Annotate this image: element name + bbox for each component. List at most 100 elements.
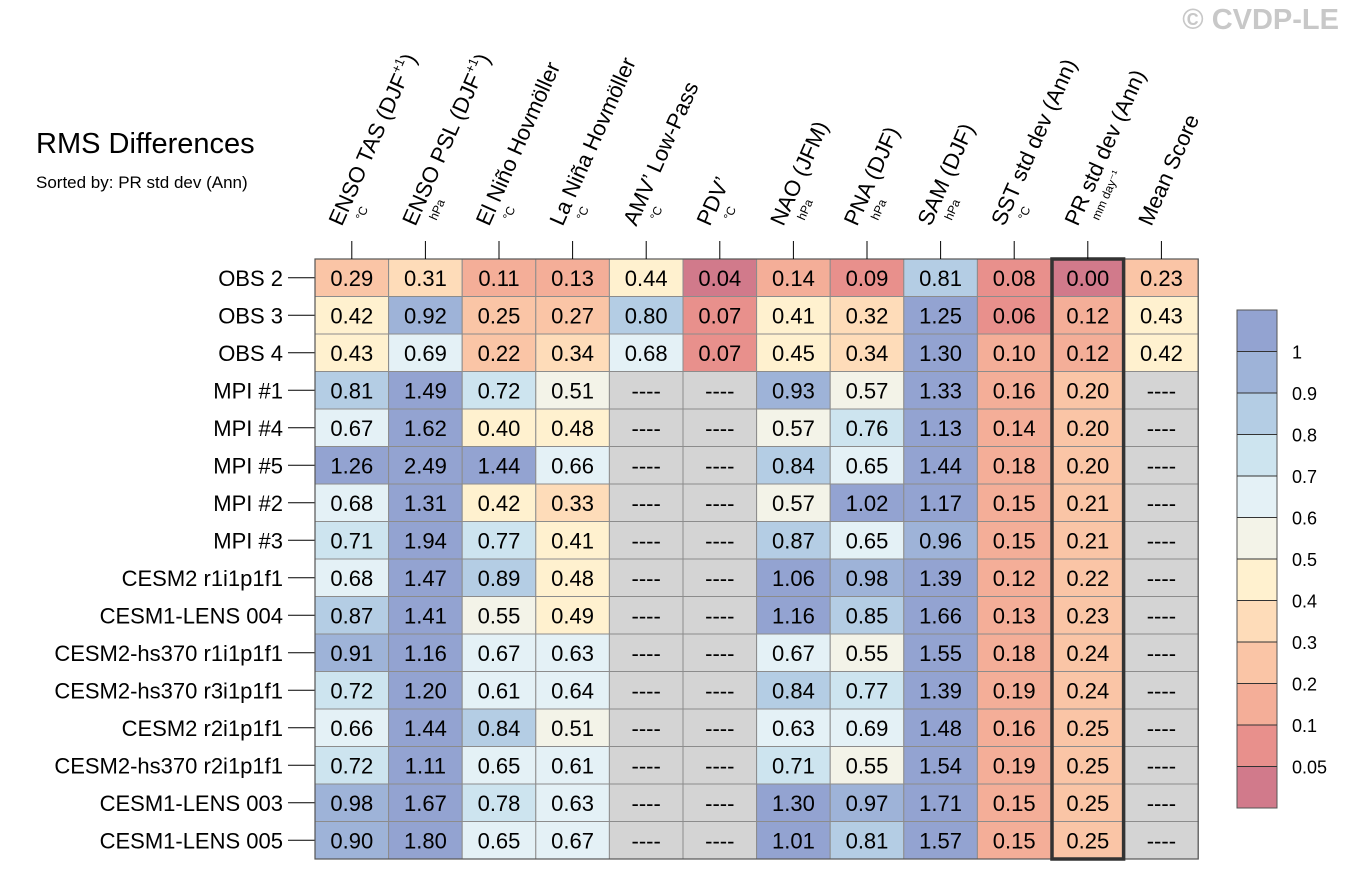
heatmap-cell [829,521,905,560]
row-label: CESM1-LENS 003 [100,791,283,816]
colorbar-segment [1237,351,1277,393]
cell-value: 0.65 [478,753,521,778]
cell-value: 0.14 [772,266,815,291]
heatmap-cell [682,783,758,822]
cell-value: 0.63 [772,716,815,741]
heatmap-cell [608,483,684,522]
heatmap-cell [682,371,758,410]
heatmap-cell [682,558,758,597]
heatmap-cell [388,671,463,710]
heatmap-cell [903,558,978,597]
heatmap-cell [829,333,905,372]
cell-value: 0.24 [1066,678,1109,703]
heatmap-cell [756,333,831,372]
cell-value: 1.44 [478,453,521,478]
cell-value: 0.57 [846,378,889,403]
cell-value: 0.66 [551,453,594,478]
heatmap-cell [682,596,758,635]
heatmap-cell [461,821,537,860]
cell-value: 0.92 [404,303,447,328]
cell-value: ---- [705,378,734,403]
colorbar-segment [1237,725,1277,767]
heatmap-cell [461,558,537,597]
cell-value: 0.08 [993,266,1036,291]
heatmap-cell [756,446,831,485]
cell-value: 1.16 [404,641,447,666]
heatmap-cell [388,371,463,410]
heatmap-cell [682,408,758,447]
cell-value: ---- [705,416,734,441]
cell-value: ---- [632,416,661,441]
heatmap-cell [314,671,390,710]
cell-value: ---- [632,566,661,591]
cell-value: 1.06 [772,566,815,591]
cell-value: 0.42 [1140,341,1183,366]
cell-value: 0.42 [478,491,521,516]
heatmap-cell [388,296,463,335]
heatmap-cell [314,558,390,597]
heatmap-cell [535,371,610,410]
cell-value: 1.49 [404,378,447,403]
cell-value: 0.71 [772,753,815,778]
cell-value: 0.20 [1066,378,1109,403]
heatmap-cell [535,746,610,785]
heatmap-cell [682,333,758,372]
heatmap-cell [388,408,463,447]
cell-value: 0.68 [625,341,668,366]
cell-value: 1.48 [919,716,962,741]
cell-value: 1.30 [919,341,962,366]
colorbar-tick-label: 0.1 [1292,716,1317,736]
heatmap-cell [314,408,390,447]
cell-value: 1.71 [919,791,962,816]
cell-value: 0.55 [846,753,889,778]
column-unit: °C [721,204,739,222]
column-header-label: AMV’ Low-Pass [618,78,704,229]
heatmap-cell [976,333,1052,372]
cell-value: 0.67 [478,641,521,666]
heatmap-cell [388,821,463,860]
cell-value: 0.64 [551,678,594,703]
heatmap-cell [608,446,684,485]
cell-value: 0.98 [846,566,889,591]
cell-value: ---- [632,678,661,703]
cell-value: ---- [1147,678,1176,703]
cell-value: 0.25 [1066,716,1109,741]
cell-value: 1.44 [919,453,962,478]
cell-value: 0.40 [478,416,521,441]
heatmap-cell [976,371,1052,410]
cell-value: 1.44 [404,716,447,741]
heatmap-cell [682,821,758,860]
heatmap-cell [756,746,831,785]
cell-value: 0.41 [772,303,815,328]
cell-value: ---- [632,753,661,778]
heatmap-cell [1124,408,1199,447]
cell-value: 0.63 [551,641,594,666]
heatmap-cell [756,671,831,710]
heatmap-cell [829,296,905,335]
row-label: CESM2-hs370 r3i1p1f1 [54,678,283,703]
cell-value: 2.49 [404,453,447,478]
cell-value: ---- [632,716,661,741]
heatmap-cell [682,483,758,522]
heatmap-cell [314,483,390,522]
cell-value: 0.21 [1066,528,1109,553]
cell-value: 0.00 [1066,266,1109,291]
heatmap-cell [1124,371,1199,410]
heatmap-cell [682,633,758,672]
cell-value: 0.67 [772,641,815,666]
colorbar-tick-label: 0.05 [1292,758,1327,778]
cell-value: 0.77 [846,678,889,703]
heatmap-cell [756,296,831,335]
cell-value: 0.55 [478,603,521,628]
column-header-label: Mean Score [1133,110,1204,229]
colorbar-tick-label: 0.4 [1292,592,1317,612]
cell-value: 0.15 [993,828,1036,853]
heatmap-cell [903,671,978,710]
column-header: Mean Score [1133,110,1204,229]
cell-value: 1.01 [772,828,815,853]
colorbar-segment [1237,310,1277,352]
cell-value: 0.12 [1066,341,1109,366]
cell-value: 0.57 [772,416,815,441]
heatmap-cell [608,408,684,447]
